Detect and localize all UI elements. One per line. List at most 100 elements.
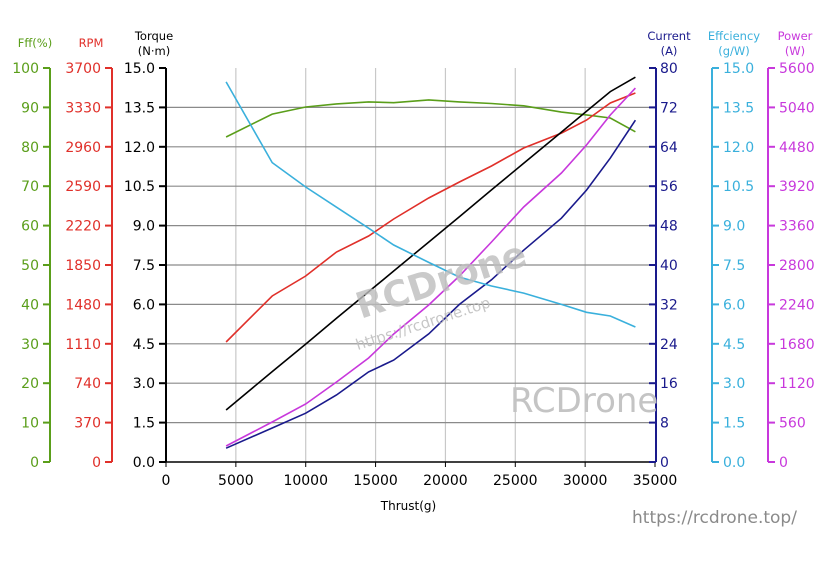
y-tick-label: 0 [30, 455, 39, 471]
x-tick-label: 20000 [423, 473, 468, 489]
y-tick-label: 80 [21, 140, 39, 156]
y-tick-label: 80 [660, 61, 678, 77]
y-tick-label: 40 [21, 297, 39, 313]
series-line-power [225, 87, 636, 447]
y-axis-rpm: 0 370 740 1110 1480 1850 2220 2590 2960 3330 3700 R… [65, 36, 113, 471]
y-axis-title: Effciency [708, 29, 760, 43]
y-tick-label: 32 [660, 297, 678, 313]
y-tick-label: 7.5 [133, 258, 155, 274]
watermark-footer-url: https://rcdrone.top/ [632, 508, 797, 528]
y-axis-efficiency: 0.0 1.5 3.0 4.5 6.0 7.5 9.0 10.5 12.0 13.5 15.0 Eff… [708, 29, 760, 471]
y-tick-label: 1.5 [723, 416, 745, 432]
y-axis-power: 0 560 1120 1680 2240 2800 3360 3920 4480 5040 5600… [767, 29, 815, 471]
y-axis-title: Power [778, 29, 813, 43]
y-tick-label: 3.0 [723, 376, 745, 392]
y-axis-fff: 0 10 20 30 40 50 60 70 80 90 100 Fff(%) [12, 36, 52, 471]
y-tick-label: 4.5 [723, 337, 745, 353]
y-tick-label: 15.0 [124, 61, 155, 77]
y-tick-label: 3920 [779, 179, 815, 195]
y-tick-label: 0.0 [133, 455, 155, 471]
y-tick-label: 15.0 [723, 61, 754, 77]
y-tick-label: 1120 [779, 376, 815, 392]
y-tick-label: 1680 [779, 337, 815, 353]
x-tick-label: 5000 [218, 473, 254, 489]
y-tick-label: 0 [92, 455, 101, 471]
y-axis-current: 0 8 16 24 32 40 48 56 64 72 80 Current(A) [647, 29, 691, 471]
y-tick-label: 60 [21, 219, 39, 235]
y-tick-label: 7.5 [723, 258, 745, 274]
y-tick-label: 560 [779, 416, 806, 432]
y-tick-label: 5040 [779, 100, 815, 116]
y-axis-title: (g/W) [718, 44, 750, 58]
y-tick-label: 1480 [65, 297, 101, 313]
series-line-current [225, 119, 637, 449]
x-tick-label: 30000 [563, 473, 608, 489]
y-tick-label: 3360 [779, 219, 815, 235]
y-tick-label: 2960 [65, 140, 101, 156]
y-tick-label: 12.0 [723, 140, 754, 156]
y-tick-label: 10.5 [124, 179, 155, 195]
y-tick-label: 2590 [65, 179, 101, 195]
y-tick-label: 72 [660, 100, 678, 116]
y-tick-label: 6.0 [133, 297, 155, 313]
y-axis-title: RPM [79, 36, 104, 50]
y-tick-label: 30 [21, 337, 39, 353]
y-tick-label: 2240 [779, 297, 815, 313]
x-tick-label: 15000 [353, 473, 398, 489]
y-tick-label: 12.0 [124, 140, 155, 156]
y-tick-label: 3700 [65, 61, 101, 77]
series-line-fff [225, 99, 636, 138]
y-tick-label: 48 [660, 219, 678, 235]
y-axis-title: (A) [661, 44, 678, 58]
y-tick-label: 0 [660, 455, 669, 471]
y-axis-title: Current [647, 29, 691, 43]
x-tick-label: 10000 [283, 473, 328, 489]
y-tick-label: 2800 [779, 258, 815, 274]
axes: 0 5000 10000 15000 20000 25000 30000 35000Thrus… [12, 29, 814, 513]
y-tick-label: 1.5 [133, 416, 155, 432]
y-axis-torque: 0.0 1.5 3.0 4.5 6.0 7.5 9.0 10.5 12.0 13.5 15.0 Tor… [124, 29, 173, 471]
y-tick-label: 10 [21, 416, 39, 432]
x-tick-label: 0 [162, 473, 171, 489]
series-lines [225, 76, 637, 449]
y-tick-label: 370 [74, 416, 101, 432]
y-tick-label: 10.5 [723, 179, 754, 195]
y-axis-title: (N·m) [138, 44, 170, 58]
y-axis-title: (W) [785, 44, 805, 58]
y-tick-label: 16 [660, 376, 678, 392]
y-tick-label: 6.0 [723, 297, 745, 313]
grid [166, 68, 655, 462]
y-tick-label: 2220 [65, 219, 101, 235]
series-line-efficiency [225, 81, 636, 328]
y-tick-label: 90 [21, 100, 39, 116]
y-tick-label: 4480 [779, 140, 815, 156]
y-tick-label: 8 [660, 416, 669, 432]
y-tick-label: 0.0 [723, 455, 745, 471]
y-tick-label: 3.0 [133, 376, 155, 392]
y-tick-label: 56 [660, 179, 678, 195]
y-tick-label: 40 [660, 258, 678, 274]
y-tick-label: 1850 [65, 258, 101, 274]
y-tick-label: 3330 [65, 100, 101, 116]
y-axis-title: Fff(%) [18, 36, 52, 50]
y-tick-label: 5600 [779, 61, 815, 77]
y-tick-label: 13.5 [124, 100, 155, 116]
x-axis-label: Thrust(g) [380, 499, 436, 513]
y-tick-label: 64 [660, 140, 678, 156]
series-line-torque [225, 76, 636, 411]
y-tick-label: 100 [12, 61, 39, 77]
y-tick-label: 0 [779, 455, 788, 471]
y-tick-label: 1110 [65, 337, 101, 353]
y-tick-label: 24 [660, 337, 678, 353]
x-tick-label: 25000 [493, 473, 538, 489]
x-tick-label: 35000 [633, 473, 678, 489]
series-line-rpm [225, 92, 636, 343]
y-tick-label: 740 [74, 376, 101, 392]
y-tick-label: 13.5 [723, 100, 754, 116]
watermark-right-logo: RCDrone [510, 381, 658, 421]
y-tick-label: 70 [21, 179, 39, 195]
y-tick-label: 9.0 [723, 219, 745, 235]
y-tick-label: 4.5 [133, 337, 155, 353]
y-tick-label: 50 [21, 258, 39, 274]
